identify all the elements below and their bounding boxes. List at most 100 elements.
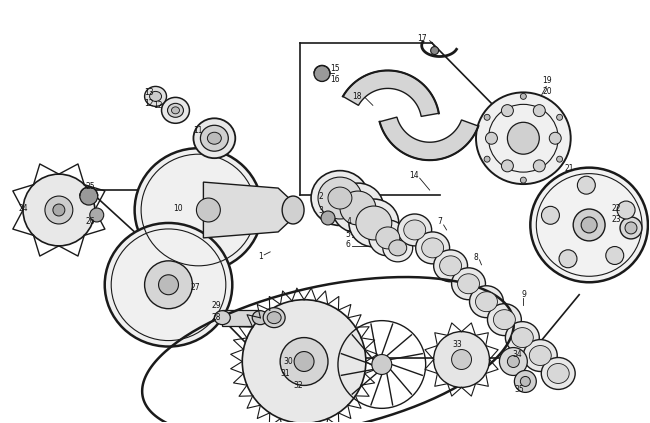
Circle shape [577,176,595,194]
Polygon shape [380,117,478,160]
Text: 34: 34 [512,350,522,359]
Ellipse shape [434,250,467,282]
Circle shape [80,187,98,205]
Polygon shape [203,182,293,238]
Circle shape [620,217,642,239]
Text: 4: 4 [346,217,352,226]
Circle shape [23,174,95,246]
Text: 11: 11 [194,126,203,135]
Text: 7: 7 [437,217,442,226]
Ellipse shape [263,308,285,328]
Circle shape [53,204,65,216]
Circle shape [556,156,563,162]
Ellipse shape [541,357,575,390]
Ellipse shape [356,206,392,240]
Text: 25: 25 [86,181,96,191]
Text: 16: 16 [330,75,340,84]
Ellipse shape [422,238,443,258]
Circle shape [521,376,530,387]
Circle shape [501,104,514,117]
Circle shape [606,247,624,264]
Ellipse shape [214,310,230,324]
Ellipse shape [311,170,369,225]
Circle shape [508,355,519,368]
Ellipse shape [332,183,384,233]
Polygon shape [222,310,260,326]
Ellipse shape [506,321,540,354]
Text: 30: 30 [283,357,293,366]
Circle shape [533,104,545,117]
Circle shape [242,300,366,423]
Text: 3: 3 [318,206,324,214]
Text: 12: 12 [153,101,162,110]
Circle shape [617,201,635,219]
Text: 22: 22 [611,203,621,212]
Text: 24: 24 [18,203,28,212]
Circle shape [452,349,471,369]
Circle shape [314,66,330,82]
Ellipse shape [194,118,235,158]
Circle shape [90,208,104,222]
Ellipse shape [439,256,462,276]
Ellipse shape [267,312,281,324]
Ellipse shape [340,191,376,225]
Text: 23: 23 [611,215,621,225]
Ellipse shape [252,310,268,324]
Circle shape [486,132,497,144]
Text: 35: 35 [515,385,525,394]
Text: 10: 10 [174,203,183,212]
Text: 21: 21 [564,164,574,173]
Text: 32: 32 [293,381,303,390]
Circle shape [501,160,514,172]
Text: 26: 26 [86,217,96,226]
Ellipse shape [376,227,400,249]
Ellipse shape [282,196,304,224]
Text: 29: 29 [211,301,221,310]
Ellipse shape [168,103,183,117]
Ellipse shape [369,220,407,256]
Polygon shape [343,71,439,116]
Circle shape [556,114,563,120]
Text: 28: 28 [212,313,221,322]
Ellipse shape [458,274,480,294]
Ellipse shape [404,220,426,240]
Ellipse shape [144,86,166,106]
Ellipse shape [328,187,352,209]
Circle shape [159,275,179,295]
Ellipse shape [398,214,432,246]
Circle shape [372,354,392,374]
Circle shape [541,206,560,224]
Ellipse shape [530,168,648,282]
Ellipse shape [162,97,189,123]
Ellipse shape [389,240,407,256]
Ellipse shape [529,346,551,365]
Text: 6: 6 [346,240,350,250]
Text: 20: 20 [543,87,552,96]
Circle shape [45,196,73,224]
Ellipse shape [523,340,557,371]
Circle shape [581,217,597,233]
Text: 1: 1 [258,253,263,261]
Text: 27: 27 [190,283,200,292]
Circle shape [499,348,527,376]
Circle shape [280,338,328,385]
Circle shape [321,211,335,225]
Text: 13: 13 [144,88,153,97]
Text: 15: 15 [330,64,340,73]
Text: 8: 8 [473,253,478,262]
Ellipse shape [452,268,486,300]
Ellipse shape [172,107,179,114]
Ellipse shape [512,328,533,348]
Ellipse shape [476,292,497,312]
Ellipse shape [150,91,162,102]
Circle shape [521,177,526,183]
Text: 5: 5 [346,231,350,239]
Ellipse shape [469,286,503,318]
Ellipse shape [200,125,228,151]
Circle shape [431,47,439,55]
Text: 33: 33 [452,340,462,349]
Circle shape [533,160,545,172]
Ellipse shape [493,310,515,330]
Ellipse shape [349,199,398,247]
Ellipse shape [476,92,571,184]
